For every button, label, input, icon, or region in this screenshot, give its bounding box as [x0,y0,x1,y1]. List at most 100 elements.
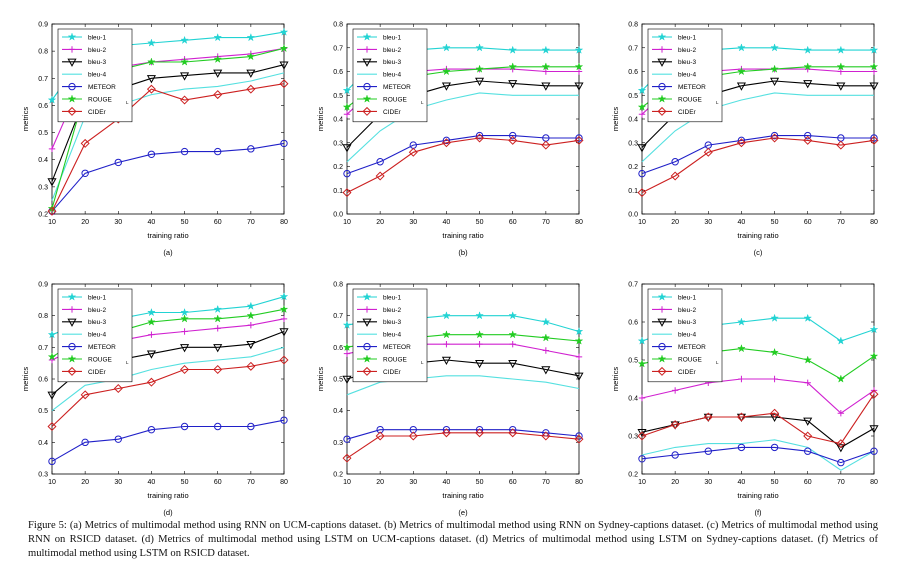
data-point [508,62,518,71]
data-point [541,140,551,150]
x-tick-label: 10 [638,219,646,226]
legend-marker [362,58,372,67]
legend-label: ROUGE [383,356,408,363]
data-point [637,336,647,345]
legend-box [647,28,723,123]
y-tick-label: 0.2 [38,212,48,219]
data-point [476,340,483,348]
data-point [637,144,647,153]
data-point [279,79,289,89]
data-point [869,324,879,334]
series-line [641,92,874,163]
legend-label: METEOR [678,344,706,351]
y-tick-label: 0.6 [333,69,343,76]
series-cider [47,355,289,432]
legend-box [352,28,428,123]
data-point [113,383,123,394]
data-point [147,307,156,317]
legend-label: bleu-3 [678,59,696,66]
data-point [509,131,517,140]
series-line [346,135,579,175]
y-axis-label: metrics [316,367,325,391]
x-tick-label: 60 [509,479,517,486]
data-point [869,425,879,434]
data-point [214,147,222,156]
legend-label: METEOR [88,344,116,351]
data-point [342,144,352,153]
legend-marker [362,318,372,327]
data-point [770,133,780,143]
legend-marker [68,82,76,91]
data-point [770,313,779,322]
series-bleu-4 [641,439,875,471]
data-point [441,356,451,366]
data-point [509,340,516,348]
data-point [408,147,418,157]
data-point [146,350,156,359]
y-tick-label: 0.4 [38,440,48,447]
y-tick-label: 0.0 [333,212,343,219]
data-point [574,82,584,91]
x-tick-label: 50 [476,219,484,226]
legend-label: CIDEr [678,109,697,116]
data-point [803,313,813,322]
legend-suffix: L [126,360,129,365]
y-tick-label: 0.5 [38,408,48,415]
y-tick-label: 0.9 [38,282,48,289]
data-point [247,422,255,431]
series-bleu-4 [346,92,579,163]
data-point [637,102,647,111]
data-point [770,408,780,418]
panel-label: (f) [754,508,762,517]
x-tick-label: 60 [804,479,812,486]
x-tick-label: 20 [376,219,384,226]
series-cider [637,389,879,449]
data-point [47,203,57,213]
y-tick-label: 0.7 [333,313,343,320]
legend-label: METEOR [383,344,411,351]
legend-marker [658,46,666,53]
data-point [574,135,584,145]
data-point [803,431,813,441]
series-line [641,135,874,175]
data-point [770,131,779,140]
plot-frame [51,23,285,215]
chart-panel-a: 0.2 0.3 0.4 0.5 0.6 0.7 0.8 0.9 10 20 30 40 50 60 70 80… [10,10,300,270]
legend-marker [658,342,666,351]
data-point [508,428,518,438]
data-point [836,336,846,345]
data-point [279,61,289,70]
y-tick-label: 0.4 [628,117,638,124]
y-tick-label: 0.9 [38,22,48,29]
data-point [771,375,778,383]
legend-box [57,28,133,123]
data-point [246,340,256,350]
data-point [737,317,746,326]
data-point [214,325,221,332]
legend-label: bleu-3 [678,319,696,326]
x-tick-label: 60 [509,219,517,226]
data-point [214,422,222,431]
data-point [342,320,352,329]
data-point [146,84,156,94]
data-point [804,379,811,386]
data-point [736,413,746,423]
data-point [180,314,189,323]
chart-panel-b: 0.0 0.1 0.2 0.3 0.4 0.5 0.6 0.7 0.8 10 20 30 40 50 60 7… [305,10,595,270]
data-point [246,32,256,42]
x-tick-label: 30 [704,479,712,486]
legend-marker [68,46,76,53]
y-axis-label: metrics [21,107,30,131]
x-tick-label: 10 [638,479,646,486]
data-point [837,458,845,467]
data-point [869,351,879,360]
series-line [51,359,285,427]
y-tick-label: 0.5 [628,93,638,100]
data-point [703,147,713,157]
data-point [146,75,156,84]
series-line [51,142,285,212]
series-bleu-4 [641,92,874,163]
x-tick-label: 70 [542,219,550,226]
legend-label: CIDEr [88,369,107,376]
data-point [80,138,90,148]
